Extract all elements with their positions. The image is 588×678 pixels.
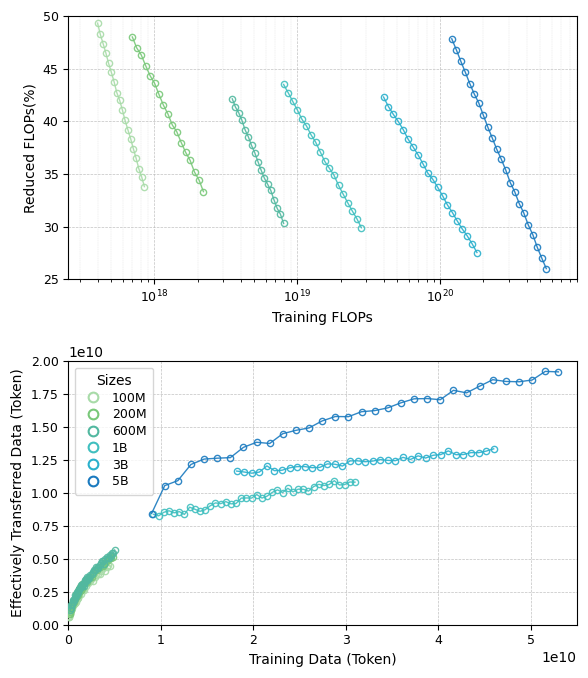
X-axis label: Training FLOPs: Training FLOPs	[272, 311, 373, 325]
Legend: 100M, 200M, 600M, 1B, 3B, 5B: 100M, 200M, 600M, 1B, 3B, 5B	[75, 367, 153, 494]
Y-axis label: Effectively Transferred Data (Token): Effectively Transferred Data (Token)	[11, 369, 25, 618]
X-axis label: Training Data (Token): Training Data (Token)	[249, 653, 396, 667]
Y-axis label: Reduced FLOPs(%): Reduced FLOPs(%)	[23, 83, 37, 213]
